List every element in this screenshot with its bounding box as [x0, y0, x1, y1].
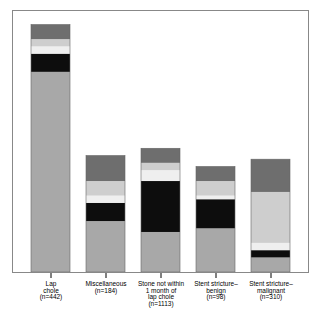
svg-text:Stone not within1 month oflap: Stone not within1 month oflap chole(n=11… — [138, 280, 185, 308]
svg-text:Lapchole(n=442): Lapchole(n=442) — [40, 280, 63, 301]
svg-text:Miscellaneous(n=184): Miscellaneous(n=184) — [85, 280, 127, 295]
svg-text:Stent stricture–malignant(n=31: Stent stricture–malignant(n=310) — [249, 280, 293, 301]
svg-text:Stent stricture–benign(n=98): Stent stricture–benign(n=98) — [194, 280, 238, 301]
